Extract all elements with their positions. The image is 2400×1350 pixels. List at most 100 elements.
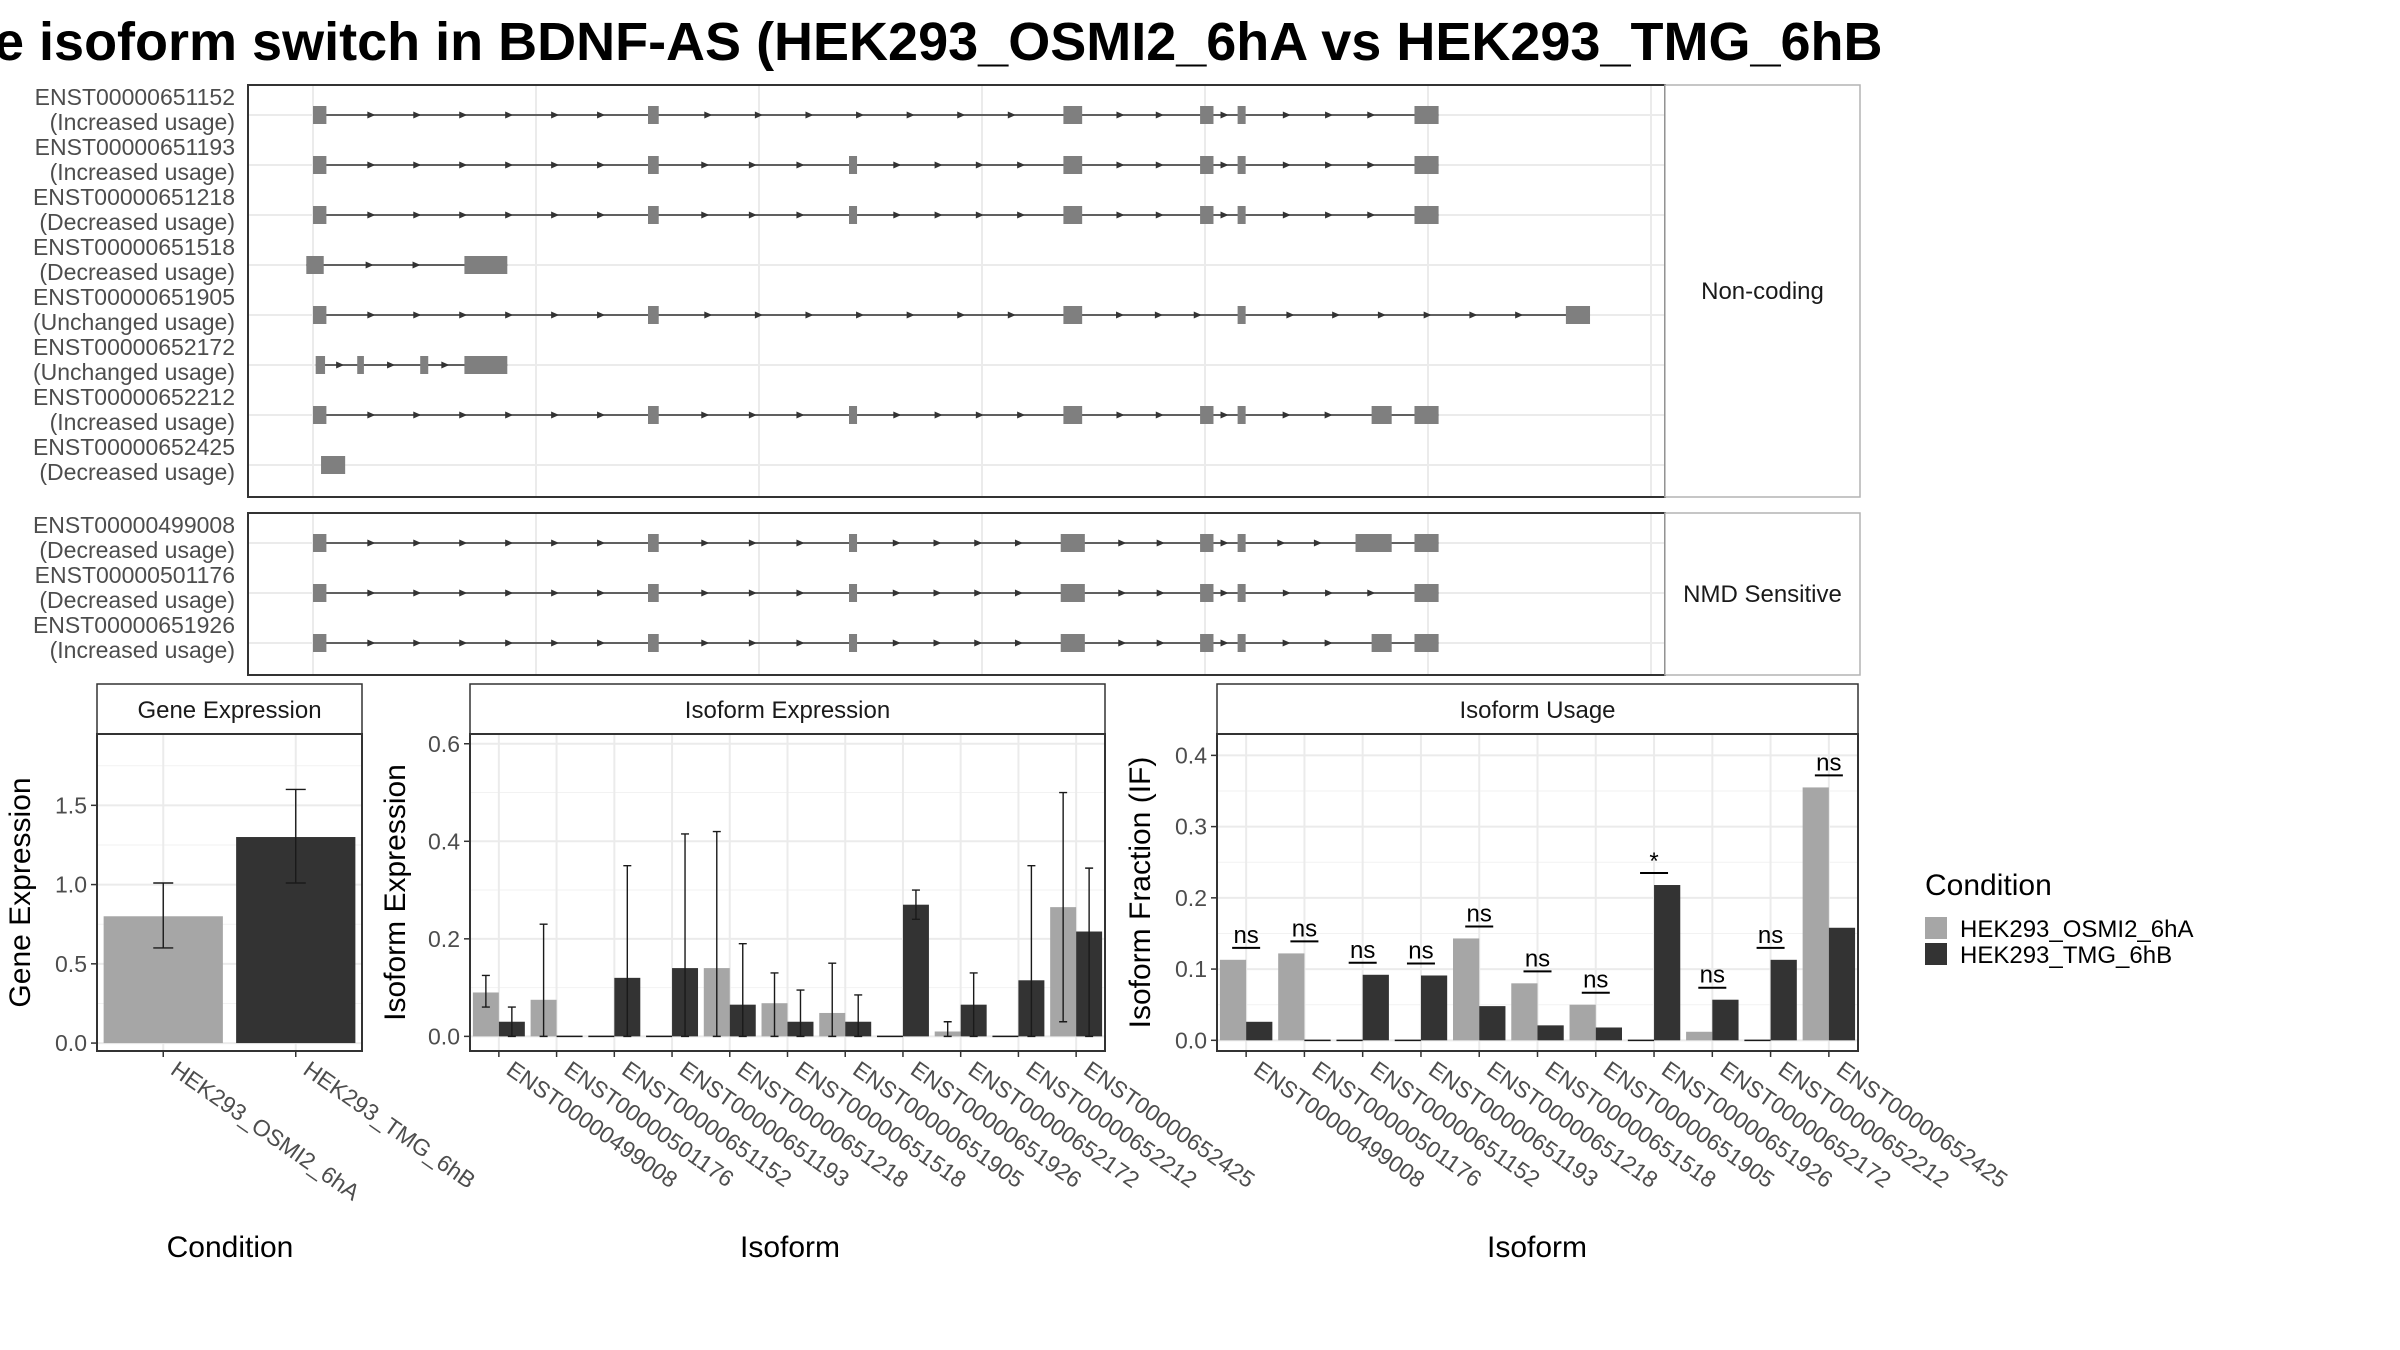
panel-strip bbox=[96, 683, 363, 735]
significance-label: ns bbox=[1350, 937, 1375, 964]
exon-block bbox=[648, 206, 659, 224]
y-tick-label: 0.3 bbox=[1175, 814, 1207, 840]
transcript-id-label: ENST00000651905 bbox=[33, 284, 235, 310]
y-tick-label: 0.2 bbox=[1175, 885, 1207, 911]
strand-arrow bbox=[1282, 589, 1291, 597]
figure-title: e isoform switch in BDNF-AS (HEK293_OSMI… bbox=[0, 12, 1883, 72]
strand-arrow bbox=[367, 411, 376, 419]
transcript-change-label: (Increased usage) bbox=[50, 159, 235, 185]
exon-block bbox=[321, 456, 346, 474]
strand-arrow bbox=[1324, 639, 1333, 647]
strand-arrow bbox=[1116, 161, 1125, 169]
exon-block bbox=[1414, 206, 1439, 224]
strand-arrow bbox=[796, 211, 805, 219]
strand-arrow bbox=[805, 111, 814, 119]
significance-label: ns bbox=[1408, 937, 1433, 964]
panel-strip bbox=[1216, 683, 1859, 735]
legend: Condition HEK293_OSMI2_6hA HEK293_TMG_6h… bbox=[1925, 869, 2193, 969]
strand-arrow bbox=[413, 589, 422, 597]
legend-title: Condition bbox=[1925, 869, 2052, 902]
strand-arrow bbox=[934, 411, 943, 419]
exon-block bbox=[1060, 584, 1085, 602]
significance-label: ns bbox=[1758, 922, 1783, 949]
strand-arrow bbox=[597, 639, 606, 647]
strand-arrow bbox=[1220, 589, 1229, 597]
error-bar bbox=[1027, 864, 1036, 1038]
strand-arrow bbox=[974, 539, 983, 547]
exon-block bbox=[313, 634, 327, 652]
strand-arrow bbox=[597, 539, 606, 547]
strand-arrow bbox=[893, 211, 902, 219]
exon-block bbox=[648, 634, 659, 652]
y-tick-label: 0.1 bbox=[1175, 956, 1207, 982]
transcript-facet: Non-coding bbox=[247, 84, 1861, 498]
strand-arrow bbox=[754, 111, 763, 119]
bar bbox=[1595, 1027, 1622, 1041]
exon-block bbox=[1200, 206, 1214, 224]
panel-strip-title: Gene Expression bbox=[137, 697, 321, 724]
transcript-id-label: ENST00000652212 bbox=[33, 384, 235, 410]
strand-arrow bbox=[1367, 111, 1376, 119]
exon-block bbox=[1237, 156, 1246, 174]
exon-block bbox=[464, 356, 508, 374]
x-axis-title: Condition bbox=[167, 1231, 294, 1264]
transcript-change-label: (Decreased usage) bbox=[39, 587, 235, 613]
exon-block bbox=[1237, 106, 1246, 124]
strand-arrow bbox=[701, 411, 710, 419]
strand-arrow bbox=[551, 211, 560, 219]
exon-block bbox=[1414, 634, 1439, 652]
strand-arrow bbox=[974, 589, 983, 597]
facet-strip bbox=[1664, 84, 1861, 498]
exon-block bbox=[313, 584, 327, 602]
strand-arrow bbox=[1515, 311, 1524, 319]
significance-label: * bbox=[1649, 848, 1658, 875]
strand-arrow bbox=[796, 411, 805, 419]
strand-arrow bbox=[413, 211, 422, 219]
exon-block bbox=[1355, 534, 1392, 552]
exon-block bbox=[1063, 306, 1083, 324]
strand-arrow bbox=[1156, 539, 1165, 547]
exon-block bbox=[313, 534, 327, 552]
strand-arrow bbox=[1325, 111, 1334, 119]
strand-arrow bbox=[1155, 211, 1164, 219]
strand-arrow bbox=[367, 211, 376, 219]
exon-block bbox=[1414, 534, 1439, 552]
strand-arrow bbox=[1325, 161, 1334, 169]
transcript-id-label: ENST00000651218 bbox=[33, 184, 235, 210]
exon-block bbox=[464, 256, 508, 274]
strand-arrow bbox=[906, 311, 915, 319]
strand-arrow bbox=[1118, 589, 1127, 597]
exon-block bbox=[1414, 406, 1439, 424]
strand-arrow bbox=[1155, 411, 1164, 419]
strand-arrow bbox=[459, 589, 468, 597]
strand-arrow bbox=[1423, 311, 1432, 319]
significance-label: ns bbox=[1467, 900, 1492, 927]
strand-arrow bbox=[975, 411, 984, 419]
strand-arrow bbox=[934, 161, 943, 169]
error-bar bbox=[828, 962, 837, 1038]
bar bbox=[902, 904, 929, 1037]
exon-block bbox=[1060, 534, 1085, 552]
strand-arrow bbox=[1017, 411, 1026, 419]
transcript-track bbox=[315, 356, 508, 374]
y-tick-label: 0.4 bbox=[1175, 742, 1207, 768]
bar bbox=[1654, 885, 1681, 1041]
panel-strip-title: Isoform Expression bbox=[685, 697, 890, 724]
exon-block bbox=[648, 406, 659, 424]
strand-arrow bbox=[413, 539, 422, 547]
transcript-track bbox=[313, 406, 1439, 424]
strand-arrow bbox=[975, 211, 984, 219]
error-bar bbox=[153, 882, 174, 949]
transcript-track bbox=[313, 106, 1439, 124]
y-axis-title: Isoform Expression bbox=[379, 764, 412, 1021]
strand-arrow bbox=[1367, 589, 1376, 597]
strand-arrow bbox=[805, 311, 814, 319]
exon-block bbox=[1200, 534, 1214, 552]
x-axis-title: Isoform bbox=[740, 1231, 840, 1264]
strand-arrow bbox=[597, 211, 606, 219]
legend-label-cond2: HEK293_TMG_6hB bbox=[1960, 942, 2172, 969]
strand-arrow bbox=[459, 411, 468, 419]
exon-block bbox=[420, 356, 429, 374]
strand-arrow bbox=[1155, 161, 1164, 169]
y-tick-label: 0.0 bbox=[1175, 1027, 1207, 1053]
